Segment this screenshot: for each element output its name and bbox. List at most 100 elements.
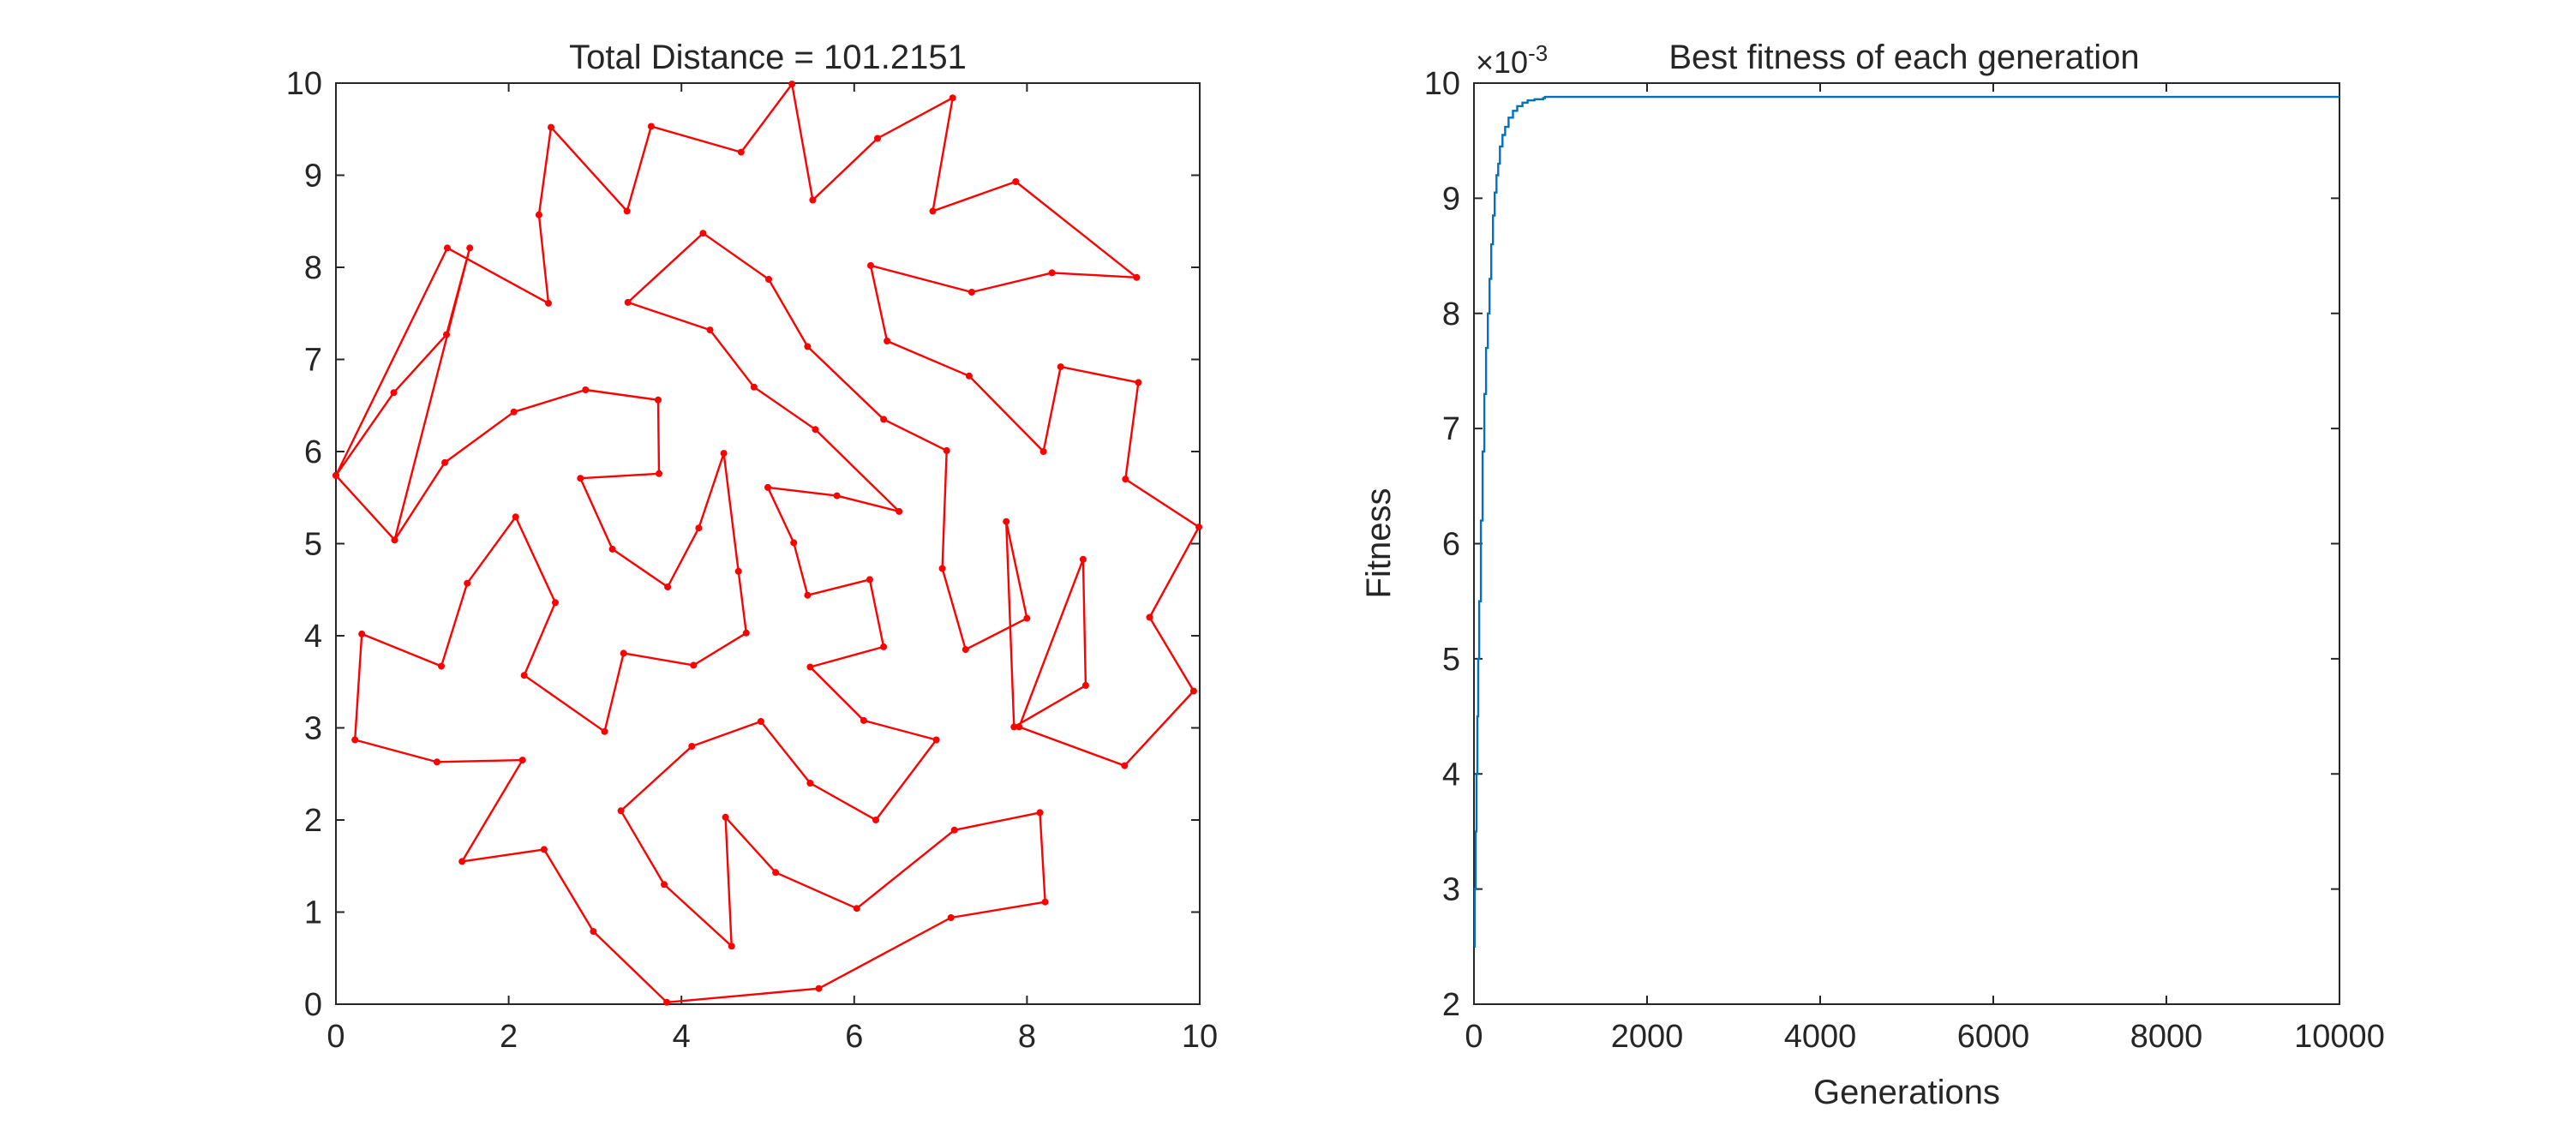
route-city-point	[545, 299, 552, 307]
route-city-point	[661, 881, 668, 889]
fitness-exponent-label: ×10-3	[1476, 40, 1548, 80]
route-city-point	[1003, 518, 1010, 525]
route-city-point	[1189, 687, 1197, 695]
fitness-plot-y-tick-label: 5	[1442, 642, 1460, 678]
route-city-point	[765, 276, 772, 283]
route-city-point	[943, 446, 950, 454]
route-city-point	[552, 599, 559, 607]
route-city-point	[880, 643, 888, 650]
route-city-point	[1023, 614, 1031, 622]
route-city-point	[737, 148, 745, 156]
route-city-point	[728, 942, 735, 950]
route-city-point	[965, 372, 973, 380]
route-city-point	[623, 207, 631, 215]
route-city-point	[1041, 898, 1049, 906]
route-city-point	[466, 244, 474, 252]
route-city-point	[608, 545, 616, 553]
route-city-point	[1121, 762, 1129, 769]
route-plot-axes-box	[335, 82, 1201, 1005]
route-city-point	[962, 646, 969, 654]
route-city-point	[772, 869, 780, 877]
route-city-point	[577, 475, 584, 482]
route-city-point	[351, 736, 359, 744]
route-city-point	[390, 389, 398, 397]
route-city-point	[1079, 555, 1087, 563]
route-city-point	[617, 807, 625, 815]
route-plot-y-tick-label: 1	[304, 895, 322, 931]
route-city-point	[548, 123, 554, 131]
fitness-exponent-base: ×10	[1476, 45, 1528, 80]
fitness-exponent-power: -3	[1528, 40, 1548, 66]
route-city-point	[884, 338, 891, 344]
route-city-point	[804, 591, 812, 599]
route-city-point	[1048, 269, 1056, 277]
route-city-point	[510, 408, 518, 416]
route-city-point	[624, 298, 632, 306]
route-city-point	[722, 813, 729, 821]
fitness-plot-y-tick-label: 8	[1442, 296, 1460, 332]
route-plot-x-tick-label: 6	[845, 1019, 863, 1055]
route-city-point	[695, 524, 703, 532]
route-city-point	[950, 826, 958, 834]
route-city-point	[441, 458, 448, 466]
route-city-point	[620, 649, 627, 657]
fitness-plot-y-tick-label: 4	[1442, 757, 1460, 793]
route-city-point	[938, 565, 946, 572]
route-city-point	[518, 757, 526, 764]
route-plot-y-tick-label: 9	[304, 159, 322, 194]
route-city-point	[647, 123, 655, 130]
route-plot-title: Total Distance = 101.2151	[569, 39, 967, 76]
route-city-point	[947, 914, 955, 921]
route-city-point	[860, 716, 867, 724]
fitness-plot-x-tick-label: 10000	[2294, 1019, 2385, 1055]
route-city-point	[663, 998, 671, 1006]
route-plot-x-tick-label: 8	[1018, 1019, 1036, 1055]
fitness-plot-x-tick-label: 4000	[1784, 1019, 1857, 1055]
route-city-point	[815, 984, 823, 992]
route-city-point	[1015, 723, 1023, 731]
route-plot-x-tick-label: 0	[326, 1019, 344, 1055]
route-plot-y-tick-label: 3	[304, 711, 322, 747]
route-plot-y-tick-label: 8	[304, 250, 322, 286]
fitness-plot-marks	[1473, 95, 2339, 948]
route-city-point	[391, 536, 398, 544]
route-plot-ticks: 0 2 4 6 8 10 0 1 2 3 4 5 6 7 8 9 10	[286, 66, 1218, 1055]
fitness-x-axis-label: Generations	[1813, 1074, 2000, 1111]
route-city-point	[867, 261, 874, 269]
fitness-plot-y-tick-label: 7	[1442, 411, 1460, 447]
route-plot-y-tick-label: 10	[286, 66, 322, 102]
route-city-point	[1195, 524, 1202, 531]
route-city-point	[809, 196, 817, 204]
route-plot-x-tick-label: 10	[1182, 1019, 1218, 1055]
route-city-point	[443, 331, 450, 338]
route-city-point	[742, 629, 750, 637]
route-plot-y-tick-label: 5	[304, 527, 322, 563]
route-city-point	[880, 416, 888, 423]
route-city-point	[464, 579, 471, 587]
route-city-point	[853, 905, 860, 913]
route-city-point	[929, 207, 937, 215]
route-city-point	[458, 858, 466, 865]
route-city-point	[540, 846, 548, 853]
fitness-plot-x-tick-label: 2000	[1611, 1019, 1684, 1055]
route-city-point	[750, 383, 758, 391]
route-plot-y-tick-label: 2	[304, 803, 322, 839]
route-city-point	[804, 343, 812, 350]
route-city-point	[535, 211, 542, 218]
route-city-point	[812, 426, 819, 434]
route-city-point	[866, 576, 873, 583]
fitness-series-line	[1473, 95, 2339, 948]
route-city-point	[1146, 613, 1153, 621]
fitness-plot-y-tick-label: 2	[1442, 987, 1460, 1023]
route-plot-x-tick-label: 2	[500, 1019, 518, 1055]
route-city-point	[757, 718, 764, 725]
route-city-point	[656, 470, 662, 477]
route-city-point	[433, 758, 440, 766]
route-plot-x-tick-label: 4	[673, 1019, 691, 1055]
fitness-plot-y-tick-label: 3	[1442, 872, 1460, 908]
route-city-point	[332, 471, 339, 479]
fitness-plot-y-tick-label: 9	[1442, 181, 1460, 217]
fitness-plot-x-tick-label: 0	[1465, 1019, 1483, 1055]
